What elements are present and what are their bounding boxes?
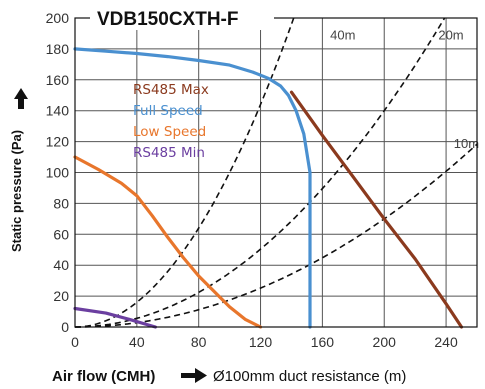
right-arrow-head (195, 368, 207, 383)
series-lines (73, 47, 464, 329)
y-tick-label: 120 (46, 134, 70, 150)
x-tick-label: 200 (373, 334, 397, 350)
y-tick-label: 20 (53, 288, 69, 304)
x-tick-label: 40 (129, 334, 145, 350)
tick-labels: 0 40 80 120 160 200 240 0 20 40 60 80 100 120 140 160 18… (46, 10, 458, 350)
x-tick-label: 120 (249, 334, 273, 350)
x-tick-label: 240 (434, 334, 458, 350)
right-arrow-icon (181, 368, 207, 383)
y-tick-label: 140 (46, 103, 70, 119)
x-tick-label: 0 (71, 334, 79, 350)
title-background (90, 8, 274, 30)
legend: RS485 Max Full Speed Low Speed RS485 Min (133, 82, 209, 161)
y-tick-label: 60 (53, 226, 69, 242)
series-line-full-speed (73, 47, 312, 329)
x-axis-label: Air flow (CMH) (52, 368, 155, 385)
chart-title: VDB150CXTH-F (97, 9, 238, 30)
up-arrow-shaft (18, 99, 24, 109)
series-line-rs485-max (289, 90, 464, 329)
duct-curve-label: 20m (438, 28, 463, 43)
legend-entry: Low Speed (133, 124, 206, 140)
plot-frame (74, 17, 478, 328)
y-tick-label: 200 (46, 10, 70, 26)
legend-entry: RS485 Max (133, 82, 209, 98)
legend-entry: Full Speed (133, 103, 203, 119)
series-line-rs485-min (73, 306, 157, 329)
y-tick-label: 180 (46, 41, 70, 57)
duct-curve-10m (75, 143, 478, 328)
grid (74, 17, 477, 328)
duct-resistance-curves: 40m 20m 10m (74, 17, 479, 328)
y-tick-label: 40 (53, 257, 69, 273)
legend-entry: RS485 Min (133, 145, 205, 161)
y-axis-label: Static pressure (Pa) (9, 130, 24, 252)
right-arrow-shaft (181, 373, 195, 378)
x-tick-label: 80 (191, 334, 207, 350)
duct-curve-label: 10m (454, 136, 479, 151)
duct-resistance-note: Ø100mm duct resistance (m) (213, 368, 406, 385)
duct-curve-label: 40m (330, 28, 355, 43)
y-tick-label: 80 (53, 195, 69, 211)
up-arrow-icon (14, 88, 28, 109)
x-tick-label: 160 (311, 334, 335, 350)
y-tick-label: 0 (61, 319, 69, 335)
series-line-low-speed (73, 155, 263, 329)
y-tick-label: 100 (46, 165, 70, 181)
duct-curve-20m (75, 17, 446, 328)
up-arrow-head (14, 88, 28, 99)
y-tick-label: 160 (46, 72, 70, 88)
